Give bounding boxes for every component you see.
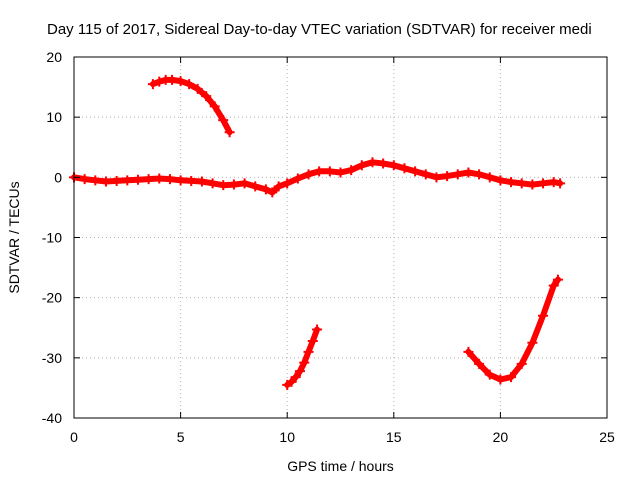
data-point-marker (516, 358, 527, 369)
data-point-marker (260, 184, 271, 195)
data-point-marker (442, 171, 453, 182)
data-point-marker (303, 169, 314, 180)
data-point-marker (111, 175, 122, 186)
data-point-marker (147, 79, 158, 90)
data-point-marker (506, 372, 517, 383)
data-point-marker (164, 174, 175, 185)
data-layer (69, 74, 566, 390)
series-trace-arc-at-twenty (465, 276, 561, 383)
data-point-marker (506, 177, 517, 188)
data-point-marker (548, 280, 559, 291)
data-point-marker (186, 175, 197, 186)
data-point-marker (294, 366, 305, 377)
data-point-marker (307, 335, 318, 346)
data-point-marker (527, 179, 538, 190)
data-point-marker (420, 169, 431, 180)
data-point-marker (154, 76, 165, 87)
data-point-marker (312, 324, 323, 335)
data-point-marker (267, 187, 278, 198)
data-point-marker (207, 178, 218, 189)
plot-frame (73, 56, 608, 419)
data-point-marker (378, 158, 389, 169)
data-point-marker (239, 178, 250, 189)
data-point-marker (388, 160, 399, 171)
x-tick-label: 5 (177, 429, 185, 445)
y-axis-label: SDTVAR / TECUs (6, 181, 22, 293)
y-tick-label: -40 (42, 410, 62, 426)
data-point-marker (527, 337, 538, 348)
data-point-marker (201, 91, 212, 102)
data-point-marker (218, 115, 229, 126)
data-point-marker (431, 172, 442, 183)
y-tick-label: -10 (42, 230, 62, 246)
x-tick-label: 10 (279, 429, 295, 445)
data-point-marker (192, 83, 203, 94)
data-point-marker (209, 101, 220, 112)
data-point-marker (555, 178, 566, 189)
grid-layer (74, 57, 607, 418)
data-point-marker (290, 372, 301, 383)
data-point-marker (463, 167, 474, 178)
data-point-marker (452, 169, 463, 180)
data-point-marker (324, 166, 335, 177)
data-point-marker (122, 175, 133, 186)
data-point-marker (516, 178, 527, 189)
data-point-marker (335, 167, 346, 178)
chart-title: Day 115 of 2017, Sidereal Day-to-day VTE… (47, 21, 592, 38)
data-point-marker (167, 74, 178, 85)
y-tick-label: -20 (42, 290, 62, 306)
data-point-marker (224, 127, 235, 138)
data-point-marker (495, 374, 506, 385)
y-tick-label: 10 (46, 109, 62, 125)
x-tick-label: 0 (70, 429, 78, 445)
data-point-marker (538, 310, 549, 321)
data-point-marker (196, 176, 207, 187)
data-point-marker (250, 181, 261, 192)
data-point-marker (100, 176, 111, 187)
data-point-marker (175, 175, 186, 186)
y-tick-label: 0 (54, 169, 62, 185)
data-point-marker (484, 172, 495, 183)
ticks-layer: 0 5 10 15 20 25 -40 -30 -20 -10 0 10 20 (42, 49, 615, 445)
x-tick-label: 25 (599, 429, 615, 445)
x-tick-label: 15 (386, 429, 402, 445)
y-tick-label: 20 (46, 49, 62, 65)
data-point-marker (367, 157, 378, 168)
data-point-marker (495, 175, 506, 186)
data-point-marker (484, 369, 495, 380)
data-point-marker (154, 173, 165, 184)
x-axis-label: GPS time / hours (287, 458, 394, 474)
x-tick-label: 20 (493, 429, 509, 445)
data-point-marker (282, 178, 293, 189)
data-point-marker (218, 180, 229, 191)
data-point-marker (346, 165, 357, 176)
data-point-marker (228, 179, 239, 190)
data-point-marker (399, 163, 410, 174)
data-point-marker (538, 178, 549, 189)
data-point-marker (463, 346, 474, 357)
data-point-marker (303, 346, 314, 357)
data-point-marker (79, 174, 90, 185)
data-point-marker (292, 173, 303, 184)
data-point-marker (474, 358, 485, 369)
data-point-marker (314, 166, 325, 177)
data-point-marker (548, 177, 559, 188)
data-point-marker (356, 160, 367, 171)
data-point-marker (184, 79, 195, 90)
data-point-marker (299, 357, 310, 368)
data-point-marker (474, 169, 485, 180)
data-point-marker (410, 166, 421, 177)
data-point-marker (552, 274, 563, 285)
data-point-marker (273, 181, 284, 192)
y-tick-label: -30 (42, 350, 62, 366)
data-point-marker (132, 174, 143, 185)
data-point-marker (143, 174, 154, 185)
data-point-marker (90, 175, 101, 186)
data-point-marker (175, 76, 186, 87)
